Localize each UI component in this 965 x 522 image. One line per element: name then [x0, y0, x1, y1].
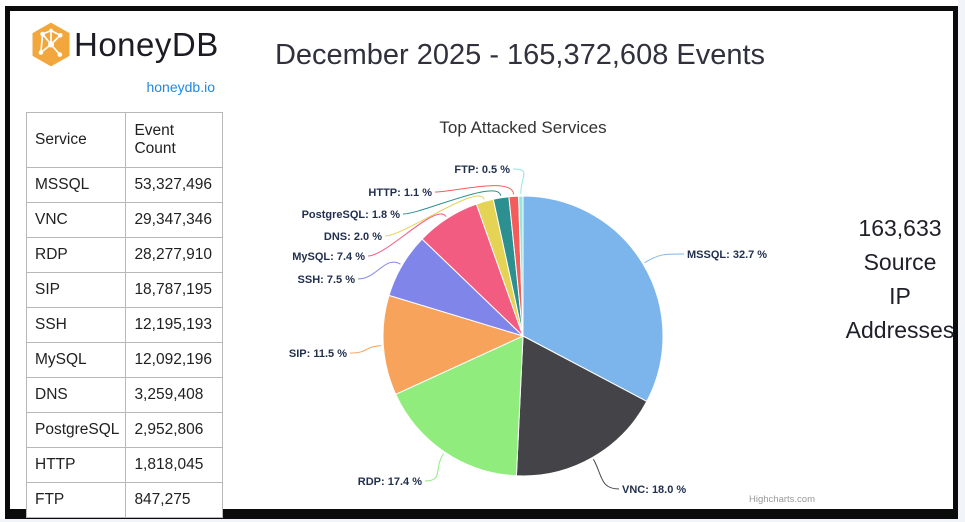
pie-slice-VNC[interactable] — [515, 335, 648, 477]
pie-label-MySQL: MySQL: 7.4 % — [292, 251, 365, 263]
count-cell: 12,092,196 — [125, 342, 224, 378]
pie-label-HTTP: HTTP: 1.1 % — [368, 187, 432, 199]
table-row: MySQL 12,092,196 — [25, 342, 224, 378]
pie-label-connector-SSH — [357, 261, 401, 280]
pie-slice-FTP[interactable] — [518, 195, 524, 337]
event-count-column-header: Event Count — [125, 112, 224, 168]
pie-label-connector-MySQL — [367, 213, 447, 257]
service-cell: DNS — [25, 377, 127, 413]
count-cell: 12,195,193 — [125, 307, 224, 343]
count-cell: 3,259,408 — [125, 377, 224, 413]
table-row: PostgreSQL 2,952,806 — [25, 412, 224, 448]
table-row: RDP 28,277,910 — [25, 237, 224, 273]
honeydb-logo-icon — [32, 22, 70, 67]
count-cell: 29,347,346 — [125, 202, 224, 238]
service-cell: FTP — [25, 482, 127, 518]
service-cell: RDP — [25, 237, 127, 273]
source-ip-summary: 163,633 Source IP Addresses — [833, 211, 965, 347]
pie-chart: MSSQL: 32.7 % VNC: 18.0 % RDP: 17.4 % SIP: … — [288, 163, 769, 498]
browser-edge-bottom — [0, 519, 965, 522]
pie-slice-MSSQL[interactable] — [522, 195, 664, 402]
count-cell: 53,327,496 — [125, 167, 224, 203]
services-table: Service Event Count MSSQL 53,327,496 VNC 29… — [25, 112, 224, 518]
chart-title: Top Attacked Services — [439, 118, 607, 137]
table-row: SIP 18,787,195 — [25, 272, 224, 308]
pie-label-connector-RDP — [424, 453, 444, 482]
page-title: December 2025 - 165,372,608 Events — [274, 39, 766, 71]
pie-label-connector-SIP — [349, 345, 382, 354]
source-ip-summary-line: Addresses — [845, 317, 955, 343]
table-header-row: Service Event Count — [25, 112, 224, 168]
pie-label-SSH: SSH: 7.5 % — [298, 274, 356, 286]
pie-label-connector-MSSQL — [644, 253, 685, 264]
service-cell: MSSQL — [25, 167, 127, 203]
pie-label-connector-PostgreSQL — [402, 190, 502, 215]
table-row: FTP 847,275 — [25, 482, 224, 518]
source-ip-summary-line: IP — [889, 283, 911, 309]
pie-slice-RDP[interactable] — [395, 335, 524, 477]
pie-label-connector-VNC — [592, 459, 620, 490]
table-row: SSH 12,195,193 — [25, 307, 224, 343]
table-row: VNC 29,347,346 — [25, 202, 224, 238]
service-cell: PostgreSQL — [25, 412, 127, 448]
pie-label-connector-HTTP — [434, 185, 515, 195]
highcharts-credit[interactable]: Highcharts.com — [749, 494, 815, 505]
pie-label-RDP: RDP: 17.4 % — [358, 476, 422, 488]
table-row: MSSQL 53,327,496 — [25, 167, 224, 203]
pie-label-SIP: SIP: 11.5 % — [289, 348, 347, 360]
pie-label-DNS: DNS: 2.0 % — [324, 231, 382, 243]
pie-slice-SIP[interactable] — [382, 294, 524, 395]
service-cell: HTTP — [25, 447, 127, 483]
table-row: HTTP 1,818,045 — [25, 447, 224, 483]
count-cell: 28,277,910 — [125, 237, 224, 273]
count-cell: 847,275 — [125, 482, 224, 518]
service-cell: SIP — [25, 272, 127, 308]
page-frame: HoneyDB honeydb.io Service Event Count M… — [5, 6, 958, 519]
pie-label-MSSQL: MSSQL: 32.7 % — [687, 249, 767, 261]
pie-label-FTP: FTP: 0.5 % — [454, 164, 510, 176]
pie-chart-container: Top Attacked Services MSSQL: 32.7 % VNC: … — [240, 109, 820, 509]
count-cell: 1,818,045 — [125, 447, 224, 483]
honeydb-site-link[interactable]: honeydb.io — [146, 79, 215, 95]
service-column-header: Service — [25, 112, 127, 168]
browser-edge-right — [958, 0, 965, 522]
pie-label-connector-DNS — [384, 195, 485, 237]
pie-label-connector-FTP — [512, 168, 525, 195]
brand-name: HoneyDB — [74, 26, 219, 63]
table-row: DNS 3,259,408 — [25, 377, 224, 413]
count-cell: 2,952,806 — [125, 412, 224, 448]
source-ip-summary-line: Source — [863, 249, 937, 275]
source-ip-summary-line: 163,633 — [858, 215, 942, 241]
service-cell: VNC — [25, 202, 127, 238]
service-cell: SSH — [25, 307, 127, 343]
count-cell: 18,787,195 — [125, 272, 224, 308]
pie-label-PostgreSQL: PostgreSQL: 1.8 % — [302, 209, 401, 221]
service-cell: MySQL — [25, 342, 127, 378]
pie-label-VNC: VNC: 18.0 % — [622, 484, 686, 496]
